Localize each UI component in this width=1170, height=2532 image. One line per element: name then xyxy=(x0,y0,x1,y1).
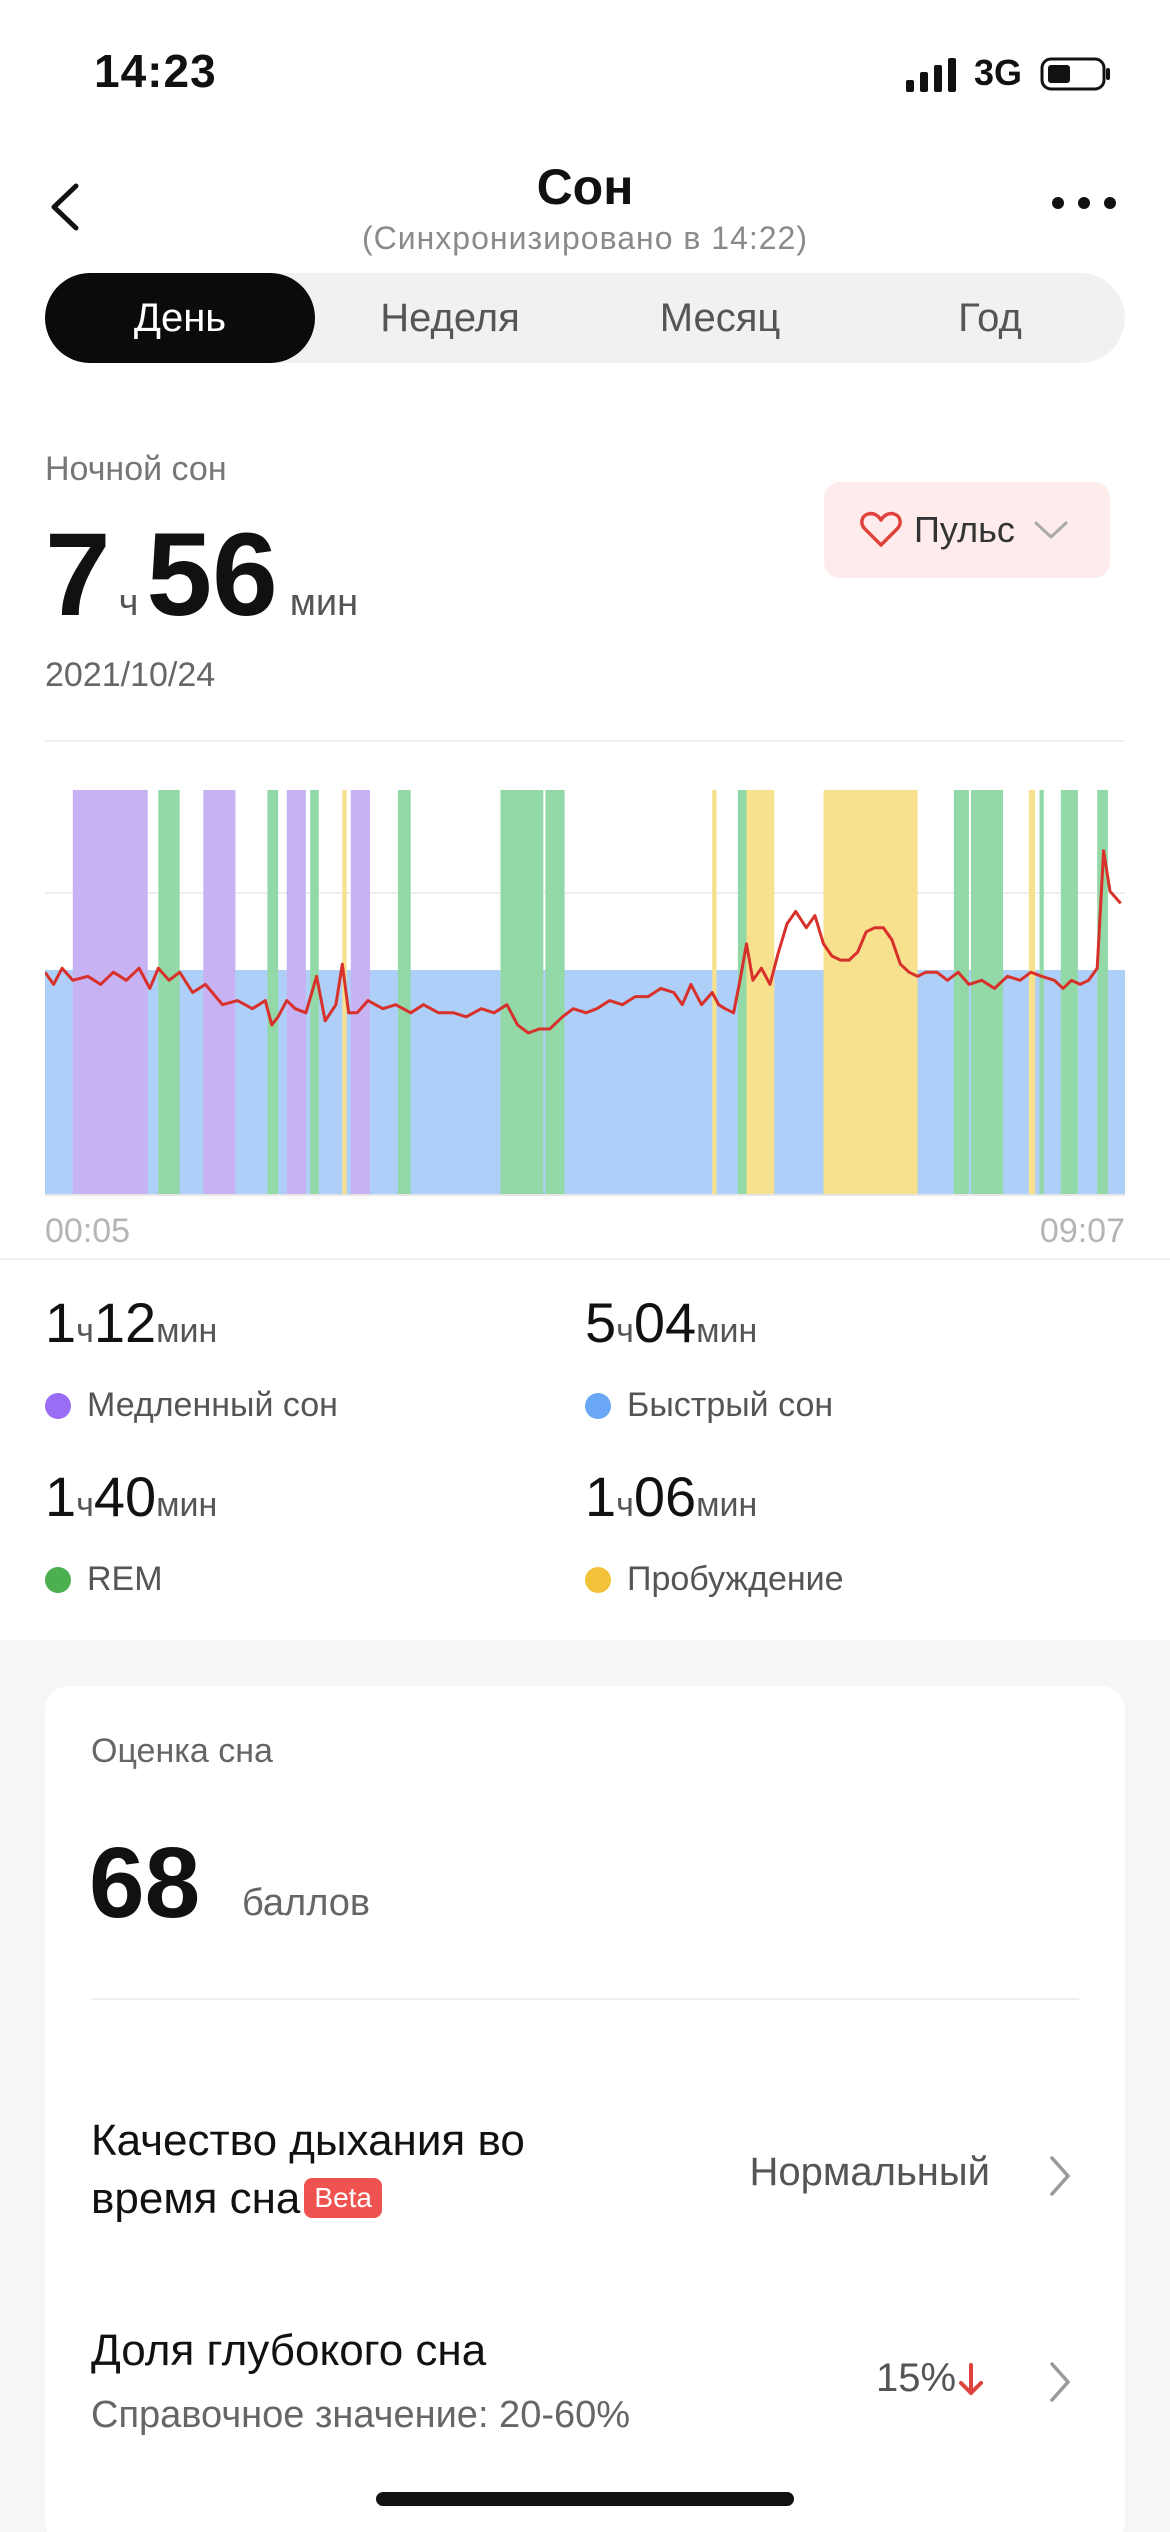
chart-end-time: 09:07 xyxy=(1039,1212,1125,1250)
tab-week[interactable]: Неделя xyxy=(380,295,520,340)
sleep-minutes: 56 xyxy=(146,509,278,641)
pulse-series-line xyxy=(45,849,1122,1035)
hours-unit: ч xyxy=(118,582,139,624)
page-title: Сон xyxy=(536,159,634,215)
score-value: 68 xyxy=(89,1827,201,1939)
stage-deep-block xyxy=(203,790,236,1195)
divider xyxy=(91,1998,1079,2000)
light-sleep-duration: 5ч04мин xyxy=(585,1291,758,1354)
pulse-label: Пульс xyxy=(914,509,1015,550)
network-type: 3G xyxy=(974,52,1023,93)
minutes-unit: мин xyxy=(289,582,359,624)
legend-dot xyxy=(45,1392,71,1419)
legend-deep-sleep: Медленный сон xyxy=(45,1386,338,1425)
back-arrow-icon[interactable] xyxy=(40,172,100,242)
heart-icon xyxy=(860,511,902,547)
tab-day[interactable]: День xyxy=(45,273,315,363)
stage-deep-block xyxy=(72,790,148,1195)
divider xyxy=(0,1258,1170,1260)
tab-month[interactable]: Месяц xyxy=(659,295,781,340)
stage-awake-block xyxy=(746,790,775,1195)
sleep-score-card xyxy=(45,1686,1125,2532)
stage-rem-block xyxy=(737,790,747,1195)
stage-awake-block xyxy=(712,790,717,1195)
status-time: 14:23 xyxy=(94,45,217,97)
stage-awake-block xyxy=(823,790,918,1195)
breathing-quality-title-line2: время сна Beta xyxy=(91,2174,382,2224)
chevron-down-icon xyxy=(1034,521,1068,539)
stage-awake-block xyxy=(1028,790,1036,1195)
more-options-icon[interactable] xyxy=(1048,188,1120,218)
stage-rem-block xyxy=(545,790,565,1195)
sleep-hours: 7 xyxy=(45,509,111,641)
stage-rem-block xyxy=(158,790,180,1195)
chevron-right-icon xyxy=(1050,2156,1070,2196)
battery-icon xyxy=(1040,57,1110,91)
legend-dot xyxy=(45,1566,71,1593)
tab-year[interactable]: Год xyxy=(958,295,1022,340)
beta-badge: Beta xyxy=(304,2178,382,2218)
stage-rem-block xyxy=(310,790,319,1195)
pulse-dropdown[interactable]: Пульс xyxy=(824,482,1110,578)
stage-deep-block xyxy=(350,790,370,1195)
rem-duration: 1ч40мин xyxy=(45,1465,218,1528)
awake-duration: 1ч06мин xyxy=(585,1465,758,1528)
signal-icon xyxy=(906,58,956,92)
stage-rem-block xyxy=(500,790,544,1195)
breathing-quality-value: Нормальный xyxy=(749,2150,991,2194)
stage-rem-block xyxy=(267,790,279,1195)
score-unit: баллов xyxy=(242,1882,371,1924)
divider xyxy=(45,740,1125,742)
legend-rem: REM xyxy=(45,1560,163,1599)
stage-rem-block xyxy=(1039,790,1044,1195)
sleep-stage-chart xyxy=(45,790,1125,1196)
stage-rem-block xyxy=(1060,790,1078,1195)
legend-dot xyxy=(585,1392,611,1419)
chart-start-time: 00:05 xyxy=(45,1212,131,1250)
stage-rem-block xyxy=(1097,790,1108,1195)
chevron-right-icon xyxy=(1050,2362,1070,2402)
deep-sleep-share-value: 15% xyxy=(876,2356,986,2401)
deep-sleep-share-title: Доля глубокого сна xyxy=(91,2326,487,2375)
stage-rem-block xyxy=(953,790,969,1195)
deep-sleep-share-reference: Справочное значение: 20-60% xyxy=(91,2394,631,2436)
deep-sleep-duration: 1ч12мин xyxy=(45,1291,218,1354)
period-tabs: День Неделя Месяц Год xyxy=(45,273,1125,363)
home-indicator xyxy=(376,2492,794,2506)
stage-rem-block xyxy=(971,790,1004,1195)
stage-rem-block xyxy=(397,790,411,1195)
total-sleep: 7 ч56 мин xyxy=(45,516,358,634)
stage-deep-block xyxy=(286,790,306,1195)
score-label: Оценка сна xyxy=(91,1732,273,1770)
sync-status: (Синхронизировано в 14:22) xyxy=(361,220,808,256)
night-sleep-label: Ночной сон xyxy=(45,450,227,488)
sleep-date: 2021/10/24 xyxy=(45,656,216,694)
legend-dot xyxy=(585,1566,611,1593)
legend-light-sleep: Быстрый сон xyxy=(585,1386,833,1425)
stage-awake-block xyxy=(342,790,347,1195)
breathing-quality-title-line1: Качество дыхания во xyxy=(91,2116,525,2165)
arrow-down-icon xyxy=(959,2362,984,2395)
legend-awake: Пробуждение xyxy=(585,1560,844,1599)
